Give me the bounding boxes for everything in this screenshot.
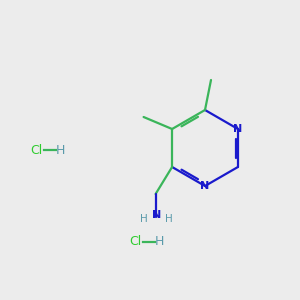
Text: H: H (140, 214, 148, 224)
Text: H: H (56, 143, 65, 157)
Text: Cl: Cl (129, 235, 141, 248)
Text: N: N (233, 124, 242, 134)
Text: H: H (165, 214, 173, 224)
Text: H: H (155, 235, 164, 248)
Text: N: N (200, 181, 210, 191)
Text: N: N (152, 210, 162, 220)
Text: Cl: Cl (30, 143, 42, 157)
